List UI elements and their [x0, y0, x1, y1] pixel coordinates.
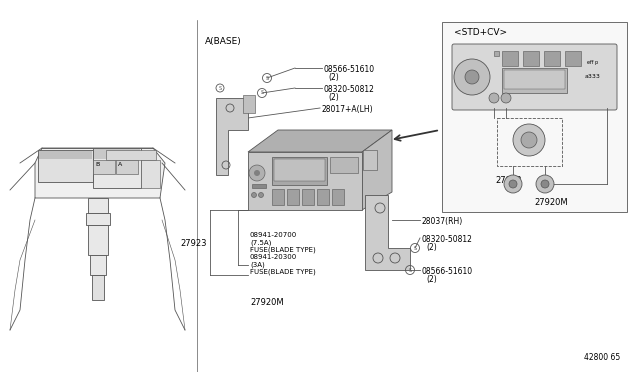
Text: 08941-20700
(7.5A)
FUSE(BLADE TYPE)
08941-20300
(3A)
FUSE(BLADE TYPE): 08941-20700 (7.5A) FUSE(BLADE TYPE) 0894… — [250, 232, 316, 275]
Circle shape — [489, 93, 499, 103]
Bar — [272, 189, 284, 205]
Circle shape — [541, 180, 549, 188]
Bar — [502, 51, 518, 66]
Bar — [442, 22, 627, 212]
Circle shape — [254, 170, 260, 176]
Bar — [332, 189, 344, 205]
Bar — [317, 189, 329, 205]
Circle shape — [252, 192, 257, 198]
Bar — [93, 160, 115, 174]
Circle shape — [501, 93, 511, 103]
Text: A: A — [118, 162, 122, 167]
Bar — [86, 213, 110, 225]
Text: S: S — [408, 267, 412, 273]
Bar — [38, 150, 93, 182]
Bar — [94, 149, 140, 159]
Circle shape — [521, 132, 537, 148]
Bar — [252, 184, 266, 188]
Circle shape — [249, 165, 265, 181]
Text: S: S — [266, 76, 269, 80]
Text: D: D — [504, 70, 509, 76]
Text: S: S — [413, 246, 417, 250]
Bar — [88, 198, 108, 213]
FancyBboxPatch shape — [452, 44, 617, 110]
Bar — [565, 51, 581, 66]
Circle shape — [465, 70, 479, 84]
Text: eff p: eff p — [332, 159, 343, 164]
Polygon shape — [216, 98, 248, 175]
Bar — [106, 150, 156, 160]
Bar — [274, 159, 325, 181]
Text: 27923: 27923 — [180, 238, 207, 247]
Text: 28037(RH): 28037(RH) — [422, 217, 463, 226]
Bar — [39, 151, 92, 159]
Polygon shape — [248, 130, 392, 152]
Text: 27920M: 27920M — [534, 198, 568, 207]
Bar — [363, 150, 377, 170]
Circle shape — [259, 192, 264, 198]
Text: <STD+CV>: <STD+CV> — [454, 28, 507, 37]
Polygon shape — [362, 130, 392, 210]
Text: 27923: 27923 — [495, 176, 522, 185]
Text: a333: a333 — [585, 74, 601, 79]
Text: (2): (2) — [426, 275, 436, 284]
Bar — [287, 189, 299, 205]
Bar — [90, 255, 106, 275]
Bar — [116, 160, 138, 174]
Bar — [88, 225, 108, 255]
Bar — [504, 70, 565, 89]
Bar — [93, 148, 141, 188]
Text: S: S — [218, 86, 221, 90]
Text: (2): (2) — [328, 93, 339, 102]
Text: 28017+A(LH): 28017+A(LH) — [322, 105, 374, 114]
Text: (2): (2) — [426, 243, 436, 252]
Text: 08320-50812: 08320-50812 — [422, 235, 473, 244]
Text: eff p: eff p — [587, 60, 598, 65]
Text: B: B — [95, 162, 99, 167]
Text: 42800 65: 42800 65 — [584, 353, 620, 362]
Bar — [92, 275, 104, 300]
Bar — [302, 189, 314, 205]
Text: 08566-51610: 08566-51610 — [422, 267, 473, 276]
Text: 08320-50812: 08320-50812 — [324, 85, 375, 94]
Circle shape — [509, 180, 517, 188]
Polygon shape — [365, 195, 410, 270]
Text: A(BASE): A(BASE) — [205, 37, 242, 46]
Bar — [497, 118, 562, 166]
Text: 27920M: 27920M — [250, 298, 284, 307]
Bar — [330, 157, 358, 173]
Polygon shape — [35, 148, 165, 198]
Text: (2): (2) — [328, 73, 339, 82]
Bar — [544, 51, 560, 66]
Circle shape — [504, 175, 522, 193]
Bar — [494, 51, 499, 56]
Bar — [248, 152, 362, 210]
Circle shape — [454, 59, 490, 95]
Bar — [243, 95, 255, 113]
Text: S: S — [260, 90, 264, 96]
Bar — [141, 160, 160, 188]
Bar — [272, 157, 327, 185]
Bar — [523, 51, 539, 66]
Text: a333: a333 — [330, 169, 344, 174]
Bar — [502, 68, 567, 93]
Circle shape — [513, 124, 545, 156]
Text: 08566-51610: 08566-51610 — [324, 65, 375, 74]
Circle shape — [536, 175, 554, 193]
